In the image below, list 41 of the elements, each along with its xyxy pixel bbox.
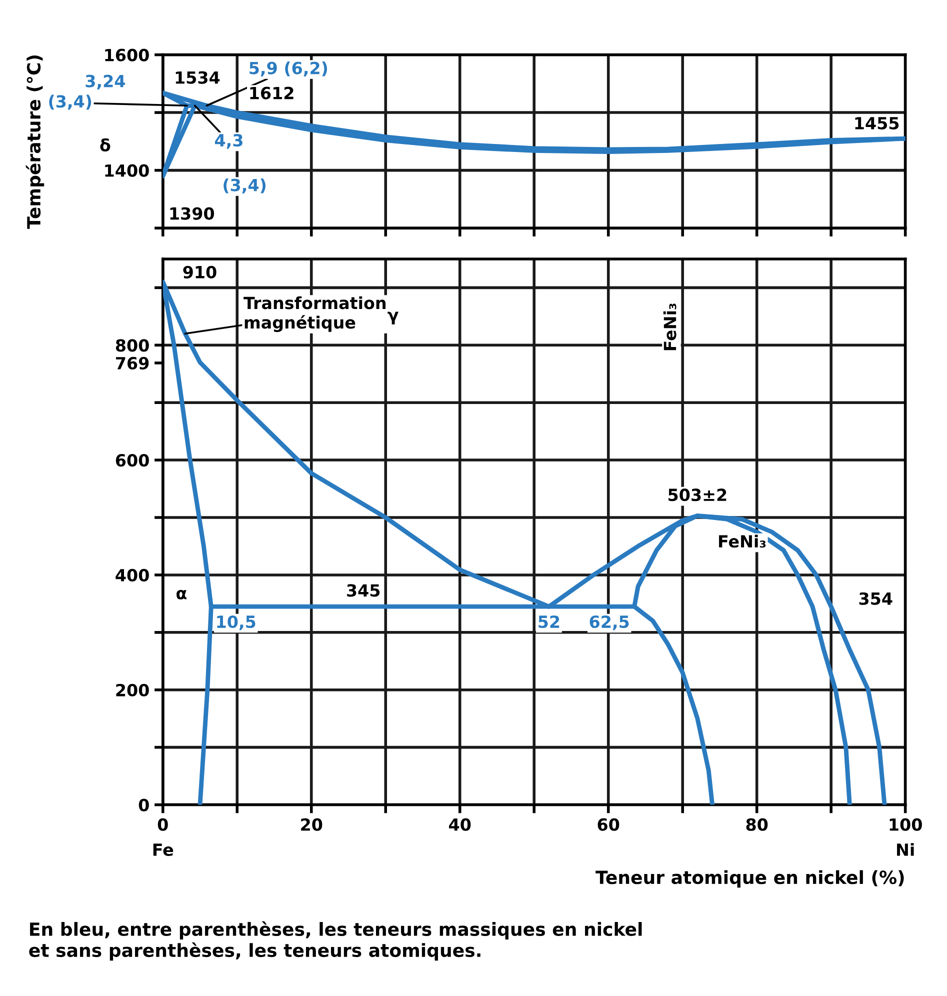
annotation: 1534: [176, 71, 220, 84]
y-tick-label: 1600: [105, 48, 149, 62]
annotation: 5,9 (6,2): [250, 61, 328, 76]
annotation: 1455: [855, 117, 899, 130]
annotation: Transformation magnétique: [244, 296, 386, 332]
y-tick-label: 400: [116, 568, 149, 582]
annotation: FeNi₃: [719, 534, 766, 548]
x-tick-label: 60: [598, 818, 620, 831]
annotation: 52: [538, 615, 560, 628]
annotation: (3,4): [49, 94, 92, 110]
annotation: 1390: [170, 207, 214, 220]
annotation: 10,5: [217, 615, 256, 630]
text: Ni: [897, 843, 914, 856]
annotation: 354: [859, 592, 892, 605]
x-tick-label: 80: [746, 818, 768, 831]
annotation: 910: [183, 266, 216, 278]
y-tick-label: 200: [116, 684, 149, 696]
y-tick-label: 600: [116, 454, 149, 467]
x-axis-title: Teneur atomique en nickel (%): [596, 870, 904, 888]
annotation: 503±2: [668, 488, 726, 502]
annotation: 62,5: [590, 615, 629, 630]
text: Fe: [153, 844, 174, 856]
text: 3,24: [86, 74, 125, 90]
text: δ: [100, 138, 110, 152]
annotation: γ: [388, 312, 398, 324]
annotation: FeNi₃: [663, 304, 676, 350]
x-tick-label: 100: [890, 818, 922, 831]
annotation: 345: [347, 584, 380, 597]
y-axis-title: Température (°C): [26, 56, 44, 229]
annotation: 1612: [250, 86, 294, 100]
annotation: (3,4): [224, 178, 266, 194]
y-tick-label: 800: [116, 339, 149, 352]
annotation: 4,3: [215, 134, 242, 149]
text: En bleu, entre parenthèses, les teneurs massiques en nickel et sans parenthèses, les teneurs atomiques.: [29, 921, 642, 961]
x-tick-label: 20: [301, 818, 322, 831]
x-tick-label: 0: [158, 818, 168, 831]
y-tick-label: 769: [116, 356, 149, 370]
annotation: α: [176, 590, 186, 600]
y-tick-label: 1400: [105, 164, 149, 177]
x-tick-label: 40: [449, 818, 471, 831]
y-tick-label: 0: [138, 798, 149, 812]
